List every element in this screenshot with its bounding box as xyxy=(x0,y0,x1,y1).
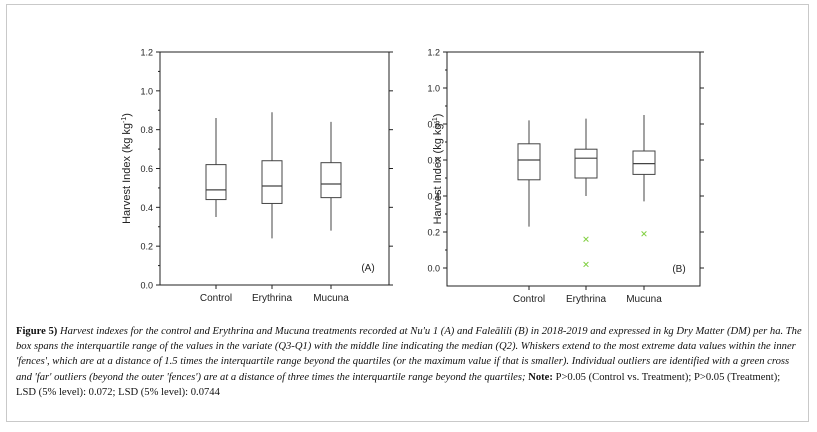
x-tick-label: Erythrina xyxy=(566,294,606,305)
y-tick-label: 0.6 xyxy=(140,164,153,174)
x-tick-label: Erythrina xyxy=(252,293,292,304)
figure-caption: Figure 5) Harvest indexes for the contro… xyxy=(16,324,802,400)
interquartile-box xyxy=(517,143,541,181)
outlier-cross xyxy=(641,231,647,237)
note-text: P>0.05 (Control vs. Treatment); P>0.05 (… xyxy=(16,371,781,398)
y-tick-label: 0.2 xyxy=(427,228,440,238)
figure-label: Figure 5) xyxy=(16,326,58,337)
plot-area-frame xyxy=(446,51,701,287)
y-tick-label: 0.0 xyxy=(140,281,153,291)
figure-charts: 0.0 0.2 0.4 0.6 0.8 1.0 1.2 Harvest Index (kg k… xyxy=(121,48,704,305)
y-tick-label: 1.0 xyxy=(427,84,440,94)
y-tick-label: 0.8 xyxy=(427,120,440,130)
x-tick-label: Mucuna xyxy=(313,293,349,304)
x-tick-label: Control xyxy=(513,294,545,305)
y-axis-label: Harvest Index (kg kg-1) xyxy=(121,113,133,224)
box-control xyxy=(517,120,541,227)
panel-label: (A) xyxy=(361,263,374,274)
box-control xyxy=(205,118,227,218)
outlier-cross xyxy=(583,236,589,242)
interquartile-box xyxy=(632,150,656,175)
y-tick-label: 1.0 xyxy=(140,86,153,96)
interquartile-box xyxy=(205,164,227,201)
box-mucuna xyxy=(320,121,342,231)
y-tick-label: 0.6 xyxy=(427,156,440,166)
chart-panel-1: 0.0 0.2 0.4 0.6 0.8 1.0 1.2 Harvest Index (kg k… xyxy=(121,48,393,304)
x-tick-label: Control xyxy=(200,293,232,304)
outlier-stroke xyxy=(583,236,589,242)
panel-label: (B) xyxy=(672,264,685,275)
outlier-stroke xyxy=(641,231,647,237)
figure-frame xyxy=(6,4,809,422)
y-tick-label: 0.4 xyxy=(140,203,153,213)
y-tick-label: 0.0 xyxy=(427,264,440,274)
y-tick-label: 1.2 xyxy=(427,48,440,58)
box-mucuna xyxy=(632,115,656,237)
interquartile-box xyxy=(320,162,342,199)
y-tick-label: 0.8 xyxy=(140,125,153,135)
figure-caption-text: Harvest indexes for the control and Eryt… xyxy=(16,326,802,383)
box-erythrina xyxy=(574,118,598,268)
note-label: Note: xyxy=(528,371,553,383)
x-tick-label: Mucuna xyxy=(626,294,662,305)
box-erythrina xyxy=(261,112,283,239)
interquartile-box xyxy=(261,160,283,204)
outlier-stroke xyxy=(583,261,589,268)
y-tick-label: 0.2 xyxy=(140,242,153,252)
y-tick-label: 0.4 xyxy=(427,192,440,202)
interquartile-box xyxy=(574,148,598,179)
chart-panel-2: 0.0 0.2 0.4 0.6 0.8 1.0 1.2 Harvest Index (kg k… xyxy=(427,48,704,305)
y-tick-label: 1.2 xyxy=(140,48,153,58)
outlier-cross xyxy=(583,261,589,268)
y-axis-label: Harvest Index (kg kg-1) xyxy=(432,114,444,225)
